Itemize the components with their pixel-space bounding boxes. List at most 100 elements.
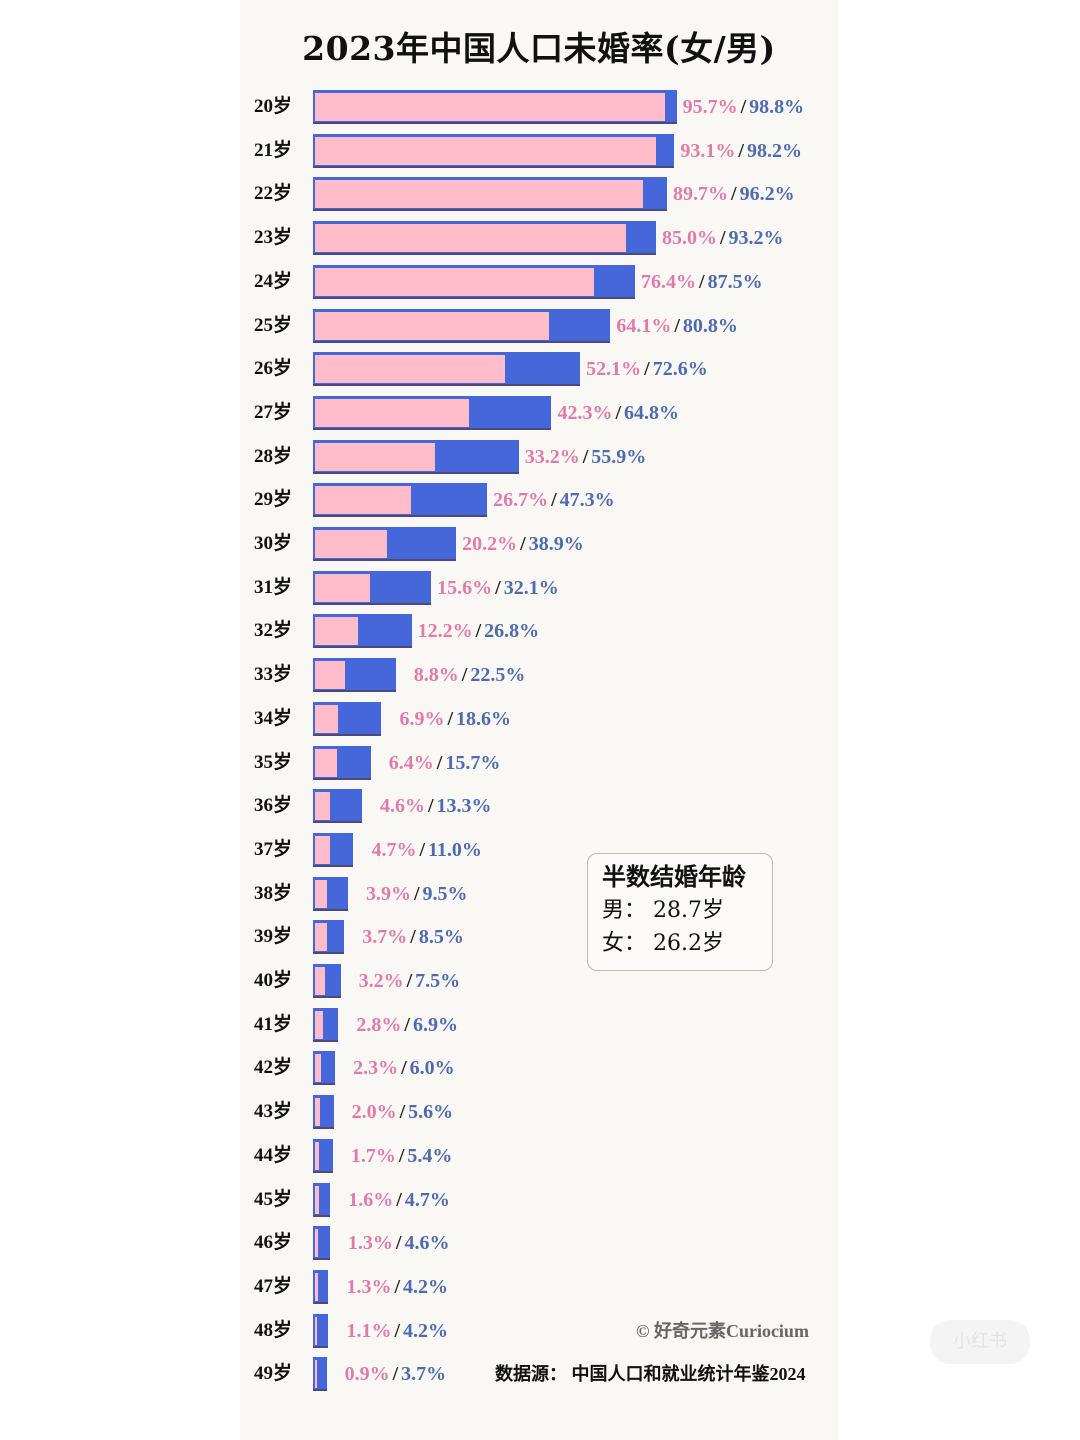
female-value: 26.7% [493, 489, 549, 511]
credit-text: © 好奇元素Curiocium [636, 1321, 809, 1341]
value-label: 2.8%/6.9% [356, 1007, 458, 1043]
male-value: 6.9% [412, 1014, 458, 1036]
value-label: 1.3%/4.2% [346, 1269, 448, 1305]
value-label: 3.2%/7.5% [359, 963, 461, 999]
age-label: 25岁 [254, 315, 293, 336]
female-value: 6.4% [388, 752, 434, 774]
female-value: 3.7% [362, 926, 408, 948]
male-value: 96.2% [739, 183, 795, 205]
male-value: 4.6% [404, 1232, 450, 1254]
female-bar [315, 486, 412, 514]
separator: / [396, 1189, 402, 1211]
female-bar [315, 617, 358, 645]
female-bar [315, 530, 388, 558]
value-label: 4.7%/11.0% [371, 832, 481, 868]
value-label: 20.2%/38.9% [462, 526, 584, 562]
separator: / [427, 795, 434, 817]
male-value: 64.8% [624, 402, 680, 424]
male-value: 5.6% [408, 1101, 454, 1123]
female-bar [315, 1054, 322, 1082]
value-label: 93.1%/98.2% [680, 133, 802, 169]
female-value: 1.3% [347, 1232, 393, 1254]
female-bar [315, 1360, 317, 1388]
separator: / [674, 315, 680, 337]
age-label: 44岁 [254, 1145, 293, 1166]
male-value: 3.7% [401, 1363, 447, 1385]
value-label: 8.8%/22.5% [414, 657, 526, 693]
female-bar [315, 1317, 318, 1345]
value-label: 42.3%/64.8% [557, 395, 679, 431]
age-label: 35岁 [254, 752, 293, 773]
chart-title: 2023年中国人口未婚率(女/男) [302, 29, 776, 68]
source-text: 数据源： 中国人口和就业统计年鉴2024 [495, 1364, 806, 1384]
female-bar [315, 880, 328, 908]
age-label: 45岁 [254, 1189, 293, 1210]
male-value: 13.3% [436, 795, 492, 817]
female-bar [315, 1142, 320, 1170]
separator: / [738, 140, 744, 162]
age-label: 24岁 [254, 271, 293, 292]
age-label: 41岁 [254, 1014, 293, 1035]
female-bar [315, 574, 371, 602]
male-value: 22.5% [470, 664, 526, 686]
female-value: 8.8% [413, 664, 459, 686]
male-value: 26.8% [484, 620, 540, 642]
age-label: 39岁 [254, 926, 293, 947]
female-value: 1.6% [348, 1189, 394, 1211]
female-bar [315, 792, 330, 820]
separator: / [520, 533, 526, 555]
value-label: 0.9%/3.7% [345, 1356, 447, 1392]
separator: / [740, 96, 747, 118]
separator: / [392, 1363, 399, 1385]
separator: / [410, 926, 416, 948]
female-value: 1.1% [346, 1320, 392, 1342]
female-value: 4.6% [379, 795, 425, 817]
value-label: 33.2%/55.9% [525, 439, 647, 475]
separator: / [394, 1320, 401, 1342]
age-label: 37岁 [254, 839, 293, 860]
age-label: 31岁 [254, 577, 293, 598]
female-value: 1.3% [346, 1276, 392, 1298]
value-label: 6.4%/15.7% [389, 745, 501, 781]
info-heading: 半数结婚年龄 [602, 862, 746, 891]
value-label: 85.0%/93.2% [662, 220, 784, 256]
value-label: 1.1%/4.2% [346, 1313, 448, 1349]
separator: / [731, 183, 737, 205]
age-label: 22岁 [254, 183, 293, 204]
female-bar [315, 1229, 318, 1257]
separator: / [395, 1232, 402, 1254]
separator: / [644, 358, 650, 380]
male-value: 18.6% [456, 708, 511, 730]
female-value: 12.2% [417, 620, 473, 642]
female-value: 0.9% [344, 1363, 390, 1385]
male-value: 4.2% [403, 1276, 449, 1298]
male-value: 87.5% [707, 271, 763, 293]
separator: / [413, 883, 420, 905]
male-value: 93.2% [728, 227, 784, 249]
female-bar [315, 705, 339, 733]
age-label: 29岁 [254, 489, 293, 510]
value-label: 15.6%/32.1% [437, 570, 559, 606]
separator: / [475, 620, 482, 642]
female-bar [315, 1273, 318, 1301]
median-marriage-age-box: 半数结婚年龄 男： 28.7岁 女： 26.2岁 [587, 853, 773, 971]
female-bar [315, 443, 436, 471]
value-label: 26.7%/47.3% [493, 482, 615, 518]
male-value: 72.6% [652, 358, 708, 380]
female-bar [315, 967, 325, 995]
separator: / [406, 970, 413, 992]
male-value: 5.4% [407, 1145, 453, 1167]
separator: / [615, 402, 622, 424]
female-value: 85.0% [661, 227, 717, 249]
age-label: 49岁 [254, 1363, 293, 1384]
age-label: 28岁 [254, 446, 293, 467]
value-label: 76.4%/87.5% [641, 264, 763, 300]
male-value: 11.0% [428, 839, 482, 861]
male-value: 15.7% [445, 752, 501, 774]
female-value: 20.2% [462, 533, 518, 555]
female-value: 76.4% [641, 271, 696, 293]
female-bar [315, 1186, 319, 1214]
female-value: 4.7% [371, 839, 417, 861]
female-value: 6.9% [399, 708, 445, 730]
male-value: 6.0% [409, 1057, 455, 1079]
